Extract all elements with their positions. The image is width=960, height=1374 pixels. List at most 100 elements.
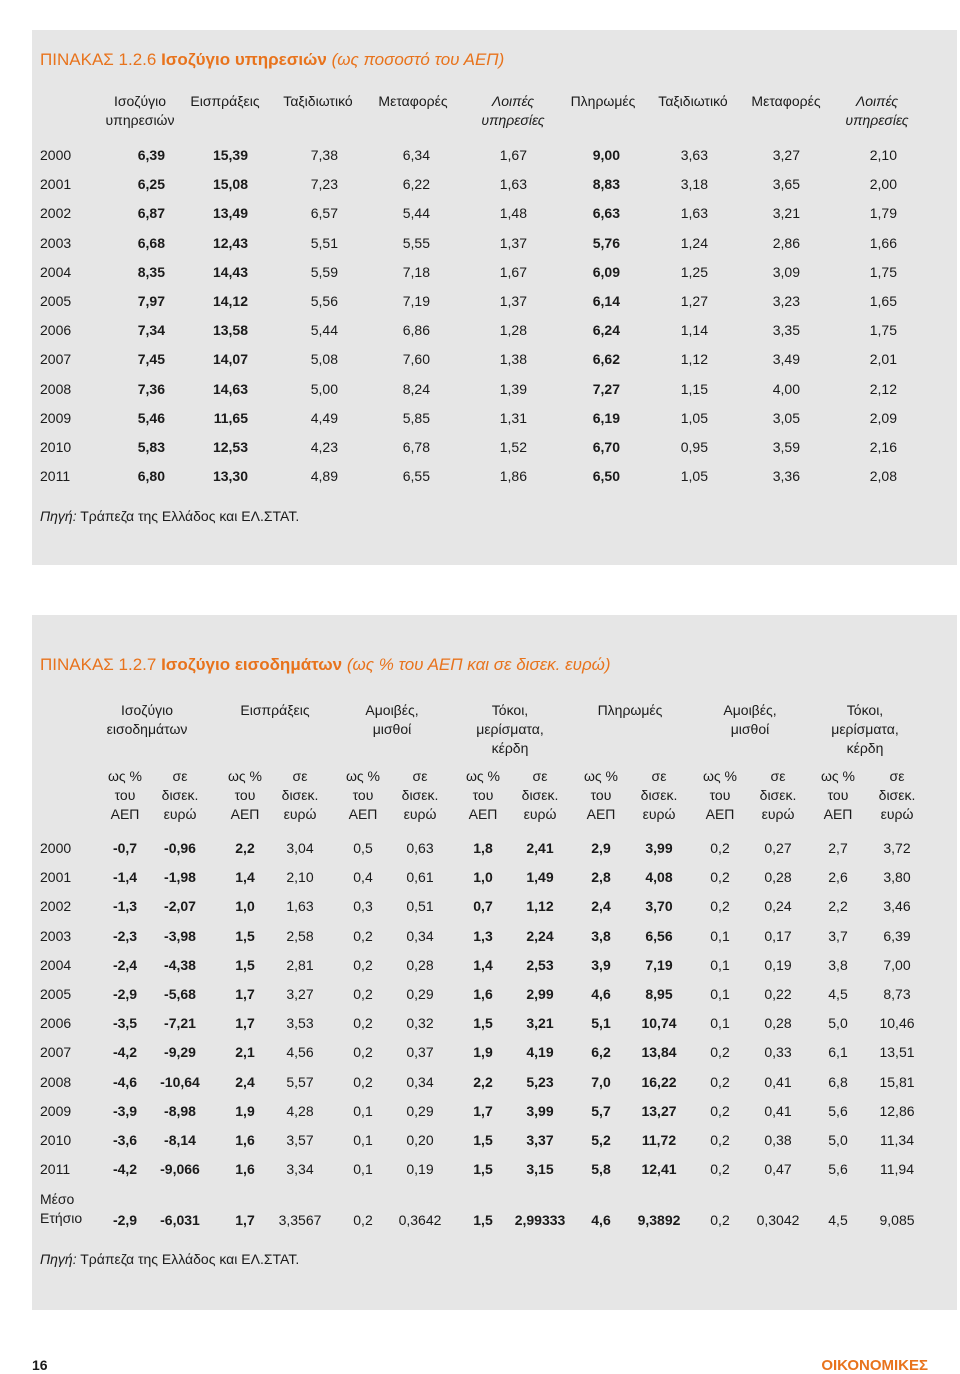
panel <box>32 30 957 565</box>
cell: 1,6 <box>473 986 493 1002</box>
cell: 6,8 <box>828 1073 848 1090</box>
cell: 14,12 <box>212 293 248 309</box>
cell: 0,51 <box>406 898 434 915</box>
column-header: Ισοζύγιο υπηρεσιών <box>105 93 175 128</box>
cell: 6,14 <box>592 293 620 309</box>
cell: 1,27 <box>680 293 708 309</box>
cell: 9,00 <box>592 147 620 163</box>
sub-header: σε δισεκ. ευρώ <box>521 768 559 822</box>
row-label: 2006 <box>40 1015 72 1032</box>
cell: 11,94 <box>880 1161 914 1178</box>
cell: 1,79 <box>869 205 897 222</box>
cell: 14,07 <box>212 351 248 368</box>
cell: 2,9 <box>591 840 611 856</box>
page-number: 16 <box>32 1357 48 1373</box>
row-label: 2004 <box>40 263 72 280</box>
cell: 6,1 <box>828 1044 848 1061</box>
cell: 0,19 <box>764 956 792 973</box>
cell: 5,08 <box>310 351 338 368</box>
cell: 1,0 <box>235 898 255 915</box>
cell: 0,2 <box>710 869 730 886</box>
cell: 2,08 <box>869 468 897 485</box>
cell: 1,5 <box>473 1212 493 1228</box>
cell: 1,9 <box>473 1044 493 1061</box>
cell: 1,9 <box>235 1102 255 1119</box>
cell: 0,33 <box>764 1044 792 1061</box>
row-label: 2008 <box>40 380 72 397</box>
cell: 0,1 <box>710 1015 730 1032</box>
cell: 5,1 <box>591 1015 611 1032</box>
cell: 7,97 <box>137 293 165 309</box>
cell: 0,27 <box>764 840 792 856</box>
cell: 0,2 <box>710 1073 730 1090</box>
cell: 0,20 <box>406 1132 434 1148</box>
column-header: Λοιπές υπηρεσίες <box>481 93 545 128</box>
cell: 7,19 <box>645 956 673 973</box>
sub-header: ως % του ΑΕΠ <box>107 768 143 822</box>
cell: 0,2 <box>353 1015 373 1032</box>
cell: 0,7 <box>473 898 493 915</box>
cell: 1,24 <box>680 234 708 251</box>
cell: 7,38 <box>310 147 338 163</box>
cell: 13,49 <box>212 205 248 222</box>
cell: 3,63 <box>680 147 708 163</box>
title-main: Ισοζύγιο υπηρεσιών <box>161 50 327 69</box>
cell: 13,30 <box>212 468 248 485</box>
cell: 15,08 <box>212 176 248 193</box>
cell: 3,80 <box>883 869 911 886</box>
cell: 3,53 <box>286 1015 314 1032</box>
cell: 0,2 <box>710 898 730 915</box>
cell: 4,28 <box>286 1102 314 1119</box>
column-header: Εισπράξεις <box>190 93 260 109</box>
cell: 1,3 <box>473 927 493 944</box>
panel <box>32 615 957 1310</box>
column-header: Μεταφορές <box>751 93 821 109</box>
cell: 1,38 <box>499 351 527 368</box>
cell: 5,76 <box>592 234 620 251</box>
cell: 7,0 <box>591 1073 611 1090</box>
cell: 3,18 <box>680 176 708 193</box>
cell: 10,46 <box>879 1015 915 1032</box>
cell: 6,55 <box>402 468 430 485</box>
cell: 2,2 <box>235 840 255 856</box>
cell: 8,73 <box>883 986 911 1002</box>
cell: -0,96 <box>164 840 196 856</box>
cell: 1,5 <box>235 956 255 973</box>
cell: 7,00 <box>883 956 911 973</box>
cell: 2,4 <box>591 898 611 915</box>
cell: 4,5 <box>828 1212 848 1228</box>
cell: 2,8 <box>591 869 611 886</box>
cell: 12,86 <box>879 1102 915 1119</box>
cell: 6,62 <box>592 351 620 368</box>
cell: 4,56 <box>286 1044 314 1061</box>
source: Πηγή: Τράπεζα της Ελλάδος και ΕΛ.ΣΤΑΤ. <box>40 1250 299 1269</box>
cell: 1,7 <box>235 1015 255 1032</box>
cell: 6,70 <box>592 439 620 455</box>
cell: 0,2 <box>353 1212 373 1228</box>
cell: 1,39 <box>499 380 527 397</box>
sub-header: σε δισεκ. ευρώ <box>878 768 916 822</box>
source-label: Πηγή: <box>40 508 77 524</box>
cell: -2,3 <box>112 927 138 944</box>
sub-header: ως % του ΑΕΠ <box>465 768 501 822</box>
cell: 2,10 <box>869 147 897 163</box>
cell: 0,24 <box>764 898 792 915</box>
cell: 13,84 <box>641 1044 677 1061</box>
cell: 0,1 <box>710 986 730 1002</box>
cell: 2,2 <box>473 1073 493 1090</box>
cell: 6,19 <box>592 409 620 426</box>
table-title: ΠΙΝΑΚΑΣ 1.2.6 Ισοζύγιο υπηρεσιών (ως ποσ… <box>40 50 504 70</box>
cell: -2,4 <box>112 956 138 973</box>
row-label: 2008 <box>40 1073 72 1090</box>
row-label: 2002 <box>40 898 72 915</box>
cell: 3,34 <box>286 1161 314 1178</box>
cell: 1,4 <box>473 956 493 973</box>
cell: 1,7 <box>235 1212 255 1228</box>
cell: 0,32 <box>406 1015 434 1032</box>
group-header: Τόκοι, μερίσματα, κέρδη <box>476 702 544 756</box>
cell: 3,23 <box>772 293 800 309</box>
row-label: Μέσο Ετήσιο <box>40 1191 83 1226</box>
cell: -9,29 <box>164 1044 196 1061</box>
cell: 4,6 <box>591 1212 611 1228</box>
